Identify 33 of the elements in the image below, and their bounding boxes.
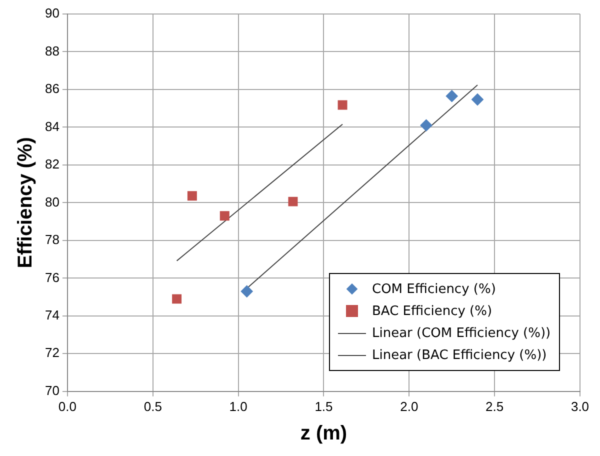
- x-tick-label: 2.5: [486, 398, 504, 414]
- x-tick-label: 0.0: [58, 398, 76, 414]
- x-tick-label: 0.5: [144, 398, 162, 414]
- point: [240, 285, 253, 298]
- y-tick-label: 70: [44, 382, 60, 398]
- point: [288, 196, 298, 206]
- legend-label: Linear (BAC Efficiency (%)): [372, 348, 547, 363]
- point: [471, 93, 484, 106]
- point: [338, 100, 348, 110]
- y-tick-label: 74: [44, 308, 60, 322]
- x-tick-label: 3.0: [570, 398, 590, 414]
- x-tick-label: 2.0: [400, 398, 418, 414]
- x-axis-title: z (m): [300, 422, 348, 445]
- y-tick-label: 80: [44, 194, 60, 210]
- y-tick-label: 72: [44, 345, 60, 360]
- y-tick-label: 86: [44, 81, 60, 96]
- y-tick-label: 88: [44, 43, 60, 58]
- point: [220, 211, 230, 221]
- y-tick-label: 82: [44, 156, 60, 172]
- y-tick-label: 78: [44, 232, 60, 248]
- point: [172, 294, 182, 304]
- legend-label: COM Efficiency (%): [372, 282, 496, 297]
- legend-label: BAC Efficiency (%): [372, 304, 492, 319]
- y-tick-label: 90: [44, 6, 60, 21]
- legend-label: Linear (COM Efficiency (%)): [372, 326, 551, 341]
- x-tick-label: 1.0: [229, 398, 248, 414]
- y-tick-label: 84: [44, 118, 60, 134]
- point: [446, 90, 458, 102]
- x-tick-label: 1.5: [314, 398, 333, 414]
- y-axis-title: Efficiency (%): [14, 137, 37, 268]
- point: [420, 119, 432, 132]
- y-tick-label: 76: [44, 270, 60, 285]
- point: [187, 191, 197, 201]
